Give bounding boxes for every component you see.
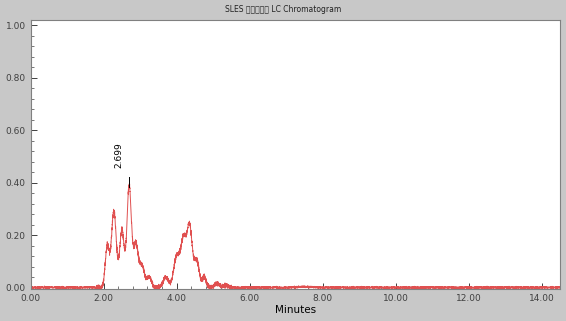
Text: 2.699: 2.699: [114, 143, 123, 168]
Text: SLES 표준물질의 LC Chromatogram: SLES 표준물질의 LC Chromatogram: [225, 5, 341, 14]
X-axis label: Minutes: Minutes: [275, 306, 316, 316]
